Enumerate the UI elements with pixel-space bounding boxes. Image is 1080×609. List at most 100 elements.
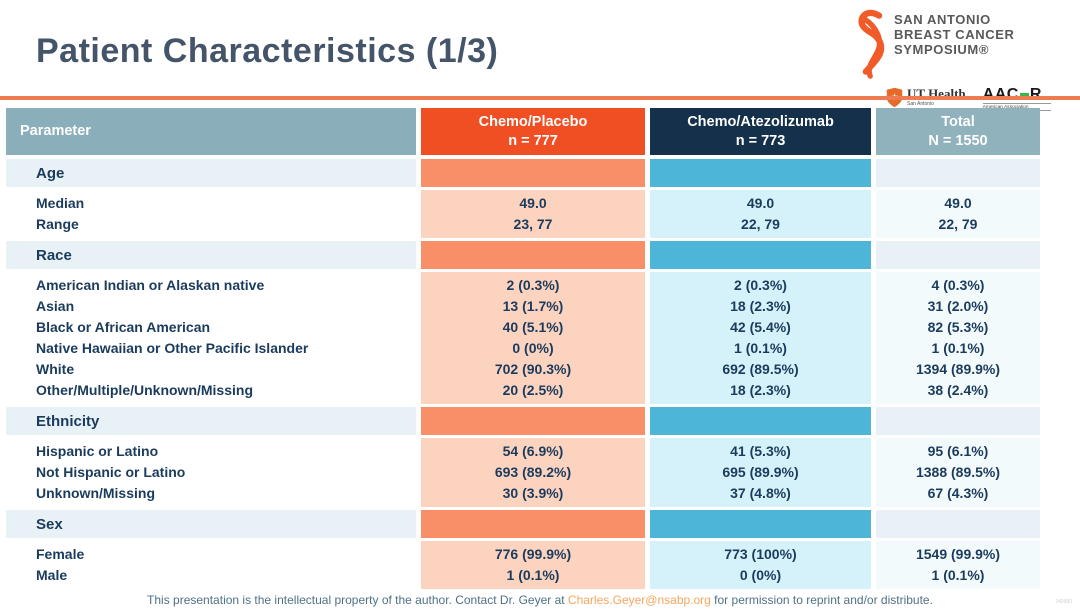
cell-value: 31 (2.0%) <box>927 298 989 314</box>
cell-value: 0 (0%) <box>739 567 782 583</box>
footer-text-post: for permission to reprint and/or distrib… <box>710 593 933 607</box>
cell-value: 54 (6.9%) <box>502 443 564 459</box>
cell-value: 41 (5.3%) <box>730 443 791 459</box>
slide-watermark: 240990 <box>1055 599 1072 605</box>
sabcs-line1: SAN ANTONIO <box>894 12 991 27</box>
section-age-total-band <box>876 159 1040 187</box>
sabcs-line2: BREAST CANCER <box>894 27 1015 42</box>
section-sex-atezolizumab-band <box>650 510 871 538</box>
header-chemo-atezolizumab-label: Chemo/Atezolizumab <box>687 113 834 130</box>
header-total-n: N = 1550 <box>928 132 988 149</box>
section-race-placebo-band <box>421 241 645 269</box>
section-row-ethnicity: Ethnicity <box>6 407 1040 435</box>
row-label: Hispanic or Latino <box>36 443 159 459</box>
section-row-sex: Sex <box>6 510 1040 538</box>
title-divider <box>0 96 1080 100</box>
section-label-age: Age <box>6 159 416 187</box>
race-placebo-values: 2 (0.3%) 13 (1.7%) 40 (5.1%) 0 (0%) 702 … <box>421 272 645 404</box>
cell-value: 773 (100%) <box>724 546 797 562</box>
footer-text-pre: This presentation is the intellectual pr… <box>147 593 568 607</box>
section-age-atezolizumab-band <box>650 159 871 187</box>
ethnicity-labels: Hispanic or Latino Not Hispanic or Latin… <box>6 438 416 507</box>
header-total: Total N = 1550 <box>876 108 1040 155</box>
aacr-acronym-left: AAC <box>982 86 1019 103</box>
cell-value: 1 (0.1%) <box>931 340 985 356</box>
cell-value: 38 (2.4%) <box>927 382 989 398</box>
cell-value: 18 (2.3%) <box>730 298 791 314</box>
aacr-acronym: AAC R <box>983 87 1051 103</box>
header-chemo-placebo-n: n = 777 <box>508 132 558 149</box>
row-label: Native Hawaiian or Other Pacific Islande… <box>36 340 309 356</box>
cell-value: 49.0 <box>746 195 775 211</box>
section-row-age: Age <box>6 159 1040 187</box>
cell-value: 1 (0.1%) <box>734 340 787 356</box>
cell-value: 40 (5.1%) <box>502 319 564 335</box>
data-row-ethnicity: Hispanic or Latino Not Hispanic or Latin… <box>6 438 1040 507</box>
cell-value: 2 (0.3%) <box>734 277 787 293</box>
data-row-age: Median Range 49.0 23, 77 49.0 22, 79 49.… <box>6 190 1040 238</box>
cell-value: 776 (99.9%) <box>494 546 572 562</box>
cell-value: 695 (89.9%) <box>722 464 799 480</box>
cell-value: 693 (89.2%) <box>494 464 572 480</box>
sex-placebo-values: 776 (99.9%) 1 (0.1%) <box>421 541 645 589</box>
row-label: Not Hispanic or Latino <box>36 464 186 480</box>
sabcs-logo-text: SAN ANTONIO BREAST CANCER SYMPOSIUM® <box>894 8 1014 57</box>
logo-block: SAN ANTONIO BREAST CANCER SYMPOSIUM® ★ U… <box>856 8 1056 120</box>
race-labels: American Indian or Alaskan native Asian … <box>6 272 416 404</box>
section-ethnicity-total-band <box>876 407 1040 435</box>
section-race-total-band <box>876 241 1040 269</box>
table-header-row: Parameter Chemo/Placebo n = 777 Chemo/At… <box>6 108 1040 155</box>
cell-value: 4 (0.3%) <box>931 277 985 293</box>
section-race-atezolizumab-band <box>650 241 871 269</box>
cell-value: 23, 77 <box>513 216 553 232</box>
header-chemo-atezolizumab: Chemo/Atezolizumab n = 773 <box>650 108 871 155</box>
cell-value: 82 (5.3%) <box>927 319 989 335</box>
age-placebo-values: 49.0 23, 77 <box>421 190 645 238</box>
section-ethnicity-placebo-band <box>421 407 645 435</box>
cell-value: 0 (0%) <box>512 340 554 356</box>
row-label: Black or African American <box>36 319 211 335</box>
aacr-acronym-right: R <box>1029 86 1042 103</box>
cell-value: 95 (6.1%) <box>927 443 989 459</box>
section-age-placebo-band <box>421 159 645 187</box>
data-row-race: American Indian or Alaskan native Asian … <box>6 272 1040 404</box>
cell-value: 42 (5.4%) <box>730 319 791 335</box>
age-atezolizumab-values: 49.0 22, 79 <box>650 190 871 238</box>
cell-value: 1 (0.1%) <box>931 567 985 583</box>
header-total-label: Total <box>941 113 975 130</box>
row-label: Range <box>36 216 79 232</box>
cell-value: 702 (90.3%) <box>494 361 572 377</box>
cell-value: 1 (0.1%) <box>506 567 560 583</box>
cell-value: 13 (1.7%) <box>502 298 564 314</box>
header-parameter-label: Parameter <box>20 123 91 139</box>
section-sex-placebo-band <box>421 510 645 538</box>
row-label: Unknown/Missing <box>36 485 155 501</box>
row-label: American Indian or Alaskan native <box>36 277 265 293</box>
sex-atezolizumab-values: 773 (100%) 0 (0%) <box>650 541 871 589</box>
section-label-ethnicity: Ethnicity <box>6 407 416 435</box>
ethnicity-total-values: 95 (6.1%) 1388 (89.5%) 67 (4.3%) <box>876 438 1040 507</box>
contact-email-link[interactable]: Charles.Geyer@nsabp.org <box>567 593 711 607</box>
age-labels: Median Range <box>6 190 416 238</box>
section-row-race: Race <box>6 241 1040 269</box>
row-label: White <box>36 361 75 377</box>
cell-value: 37 (4.8%) <box>730 485 791 501</box>
cell-value: 30 (3.9%) <box>502 485 564 501</box>
age-total-values: 49.0 22, 79 <box>876 190 1040 238</box>
header-parameter: Parameter <box>6 108 416 155</box>
section-sex-total-band <box>876 510 1040 538</box>
cell-value: 18 (2.3%) <box>730 382 791 398</box>
race-atezolizumab-values: 2 (0.3%) 18 (2.3%) 42 (5.4%) 1 (0.1%) 69… <box>650 272 871 404</box>
section-label-race: Race <box>6 241 416 269</box>
race-total-values: 4 (0.3%) 31 (2.0%) 82 (5.3%) 1 (0.1%) 13… <box>876 272 1040 404</box>
cell-value: 20 (2.5%) <box>502 382 564 398</box>
cell-value: 67 (4.3%) <box>927 485 989 501</box>
footer-disclaimer: This presentation is the intellectual pr… <box>0 593 1080 607</box>
section-ethnicity-atezolizumab-band <box>650 407 871 435</box>
aacr-green-bar-icon <box>1019 93 1029 97</box>
cell-value: 1549 (99.9%) <box>915 546 1001 562</box>
ethnicity-placebo-values: 54 (6.9%) 693 (89.2%) 30 (3.9%) <box>421 438 645 507</box>
cell-value: 22, 79 <box>741 216 780 232</box>
cell-value: 22, 79 <box>938 216 978 232</box>
